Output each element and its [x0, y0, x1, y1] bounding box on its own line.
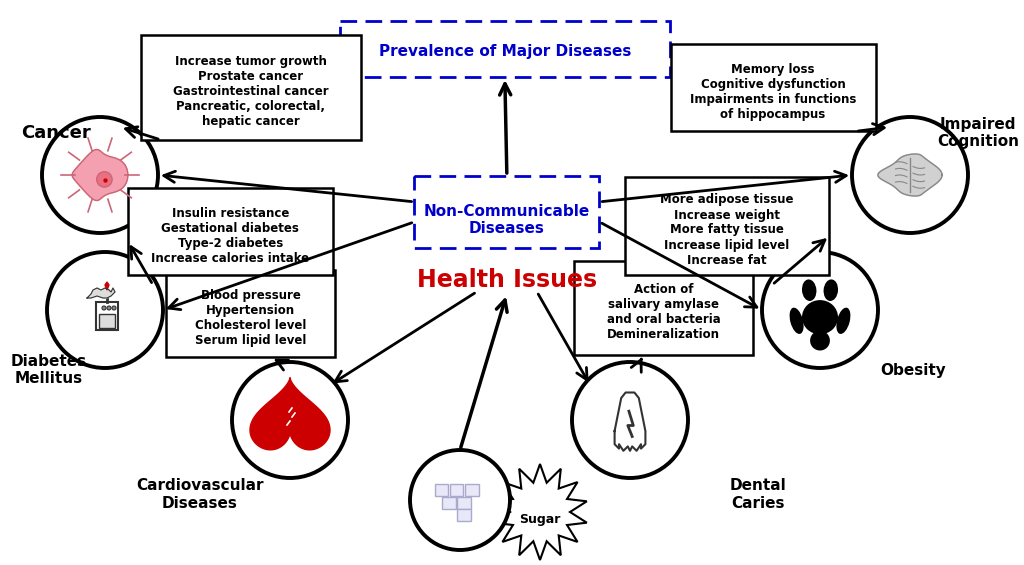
- Text: Blood pressure
Hypertension
Cholesterol level
Serum lipid level: Blood pressure Hypertension Cholesterol …: [196, 289, 306, 346]
- Ellipse shape: [802, 280, 816, 301]
- Bar: [625, 176, 829, 276]
- Bar: [458, 510, 471, 521]
- Polygon shape: [87, 288, 115, 298]
- Ellipse shape: [790, 308, 804, 334]
- Bar: [671, 44, 876, 132]
- Text: Action of
salivary amylase
and oral bacteria
Demineralization: Action of salivary amylase and oral bact…: [606, 283, 721, 341]
- Circle shape: [102, 306, 106, 310]
- Bar: [442, 497, 456, 510]
- Text: Cardiovascular
Diseases: Cardiovascular Diseases: [136, 478, 263, 511]
- Text: Increase tumor growth
Prostate cancer
Gastrointestinal cancer
Pancreatic, colore: Increase tumor growth Prostate cancer Ga…: [173, 55, 329, 128]
- Bar: [450, 484, 464, 496]
- Polygon shape: [878, 154, 942, 196]
- Text: Non-Communicable
Diseases: Non-Communicable Diseases: [424, 203, 590, 236]
- Text: Memory loss
Cognitive dysfunction
Impairments in functions
of hippocampus: Memory loss Cognitive dysfunction Impair…: [690, 63, 856, 120]
- Bar: [573, 261, 754, 355]
- Ellipse shape: [802, 300, 838, 334]
- Bar: [99, 314, 115, 328]
- Circle shape: [852, 117, 968, 233]
- Circle shape: [410, 450, 510, 550]
- Circle shape: [232, 362, 348, 478]
- Polygon shape: [614, 393, 645, 451]
- Bar: [465, 484, 478, 496]
- Bar: [458, 497, 471, 510]
- Bar: [415, 176, 599, 248]
- Polygon shape: [250, 377, 330, 450]
- Bar: [141, 35, 361, 140]
- Ellipse shape: [837, 308, 850, 334]
- Polygon shape: [105, 282, 109, 290]
- Text: Obesity: Obesity: [881, 363, 946, 377]
- Bar: [340, 21, 670, 77]
- Bar: [434, 484, 449, 496]
- Circle shape: [106, 306, 111, 310]
- Text: Diabetes
Mellitus: Diabetes Mellitus: [11, 354, 87, 386]
- Text: Prevalence of Major Diseases: Prevalence of Major Diseases: [379, 44, 631, 59]
- Bar: [128, 188, 333, 276]
- Circle shape: [96, 172, 112, 187]
- Text: Impaired
Cognition: Impaired Cognition: [937, 116, 1019, 149]
- Text: Dental
Caries: Dental Caries: [729, 478, 786, 511]
- Circle shape: [572, 362, 688, 478]
- Text: More adipose tissue
Increase weight
More fatty tissue
Increase lipid level
Incre: More adipose tissue Increase weight More…: [660, 193, 794, 267]
- Circle shape: [762, 252, 878, 368]
- Circle shape: [103, 179, 108, 182]
- Text: Sugar: Sugar: [519, 514, 561, 527]
- Ellipse shape: [823, 280, 838, 301]
- Polygon shape: [73, 150, 128, 201]
- Circle shape: [112, 306, 116, 310]
- Text: Insulin resistance
Gestational diabetes
Type-2 diabetes
Increase calories intake: Insulin resistance Gestational diabetes …: [152, 207, 309, 264]
- Bar: [166, 270, 336, 358]
- Polygon shape: [494, 464, 587, 560]
- Circle shape: [47, 252, 163, 368]
- Circle shape: [810, 331, 829, 350]
- Bar: [96, 302, 118, 330]
- Circle shape: [42, 117, 158, 233]
- Text: Health Issues: Health Issues: [417, 268, 597, 292]
- Text: Cancer: Cancer: [22, 124, 91, 142]
